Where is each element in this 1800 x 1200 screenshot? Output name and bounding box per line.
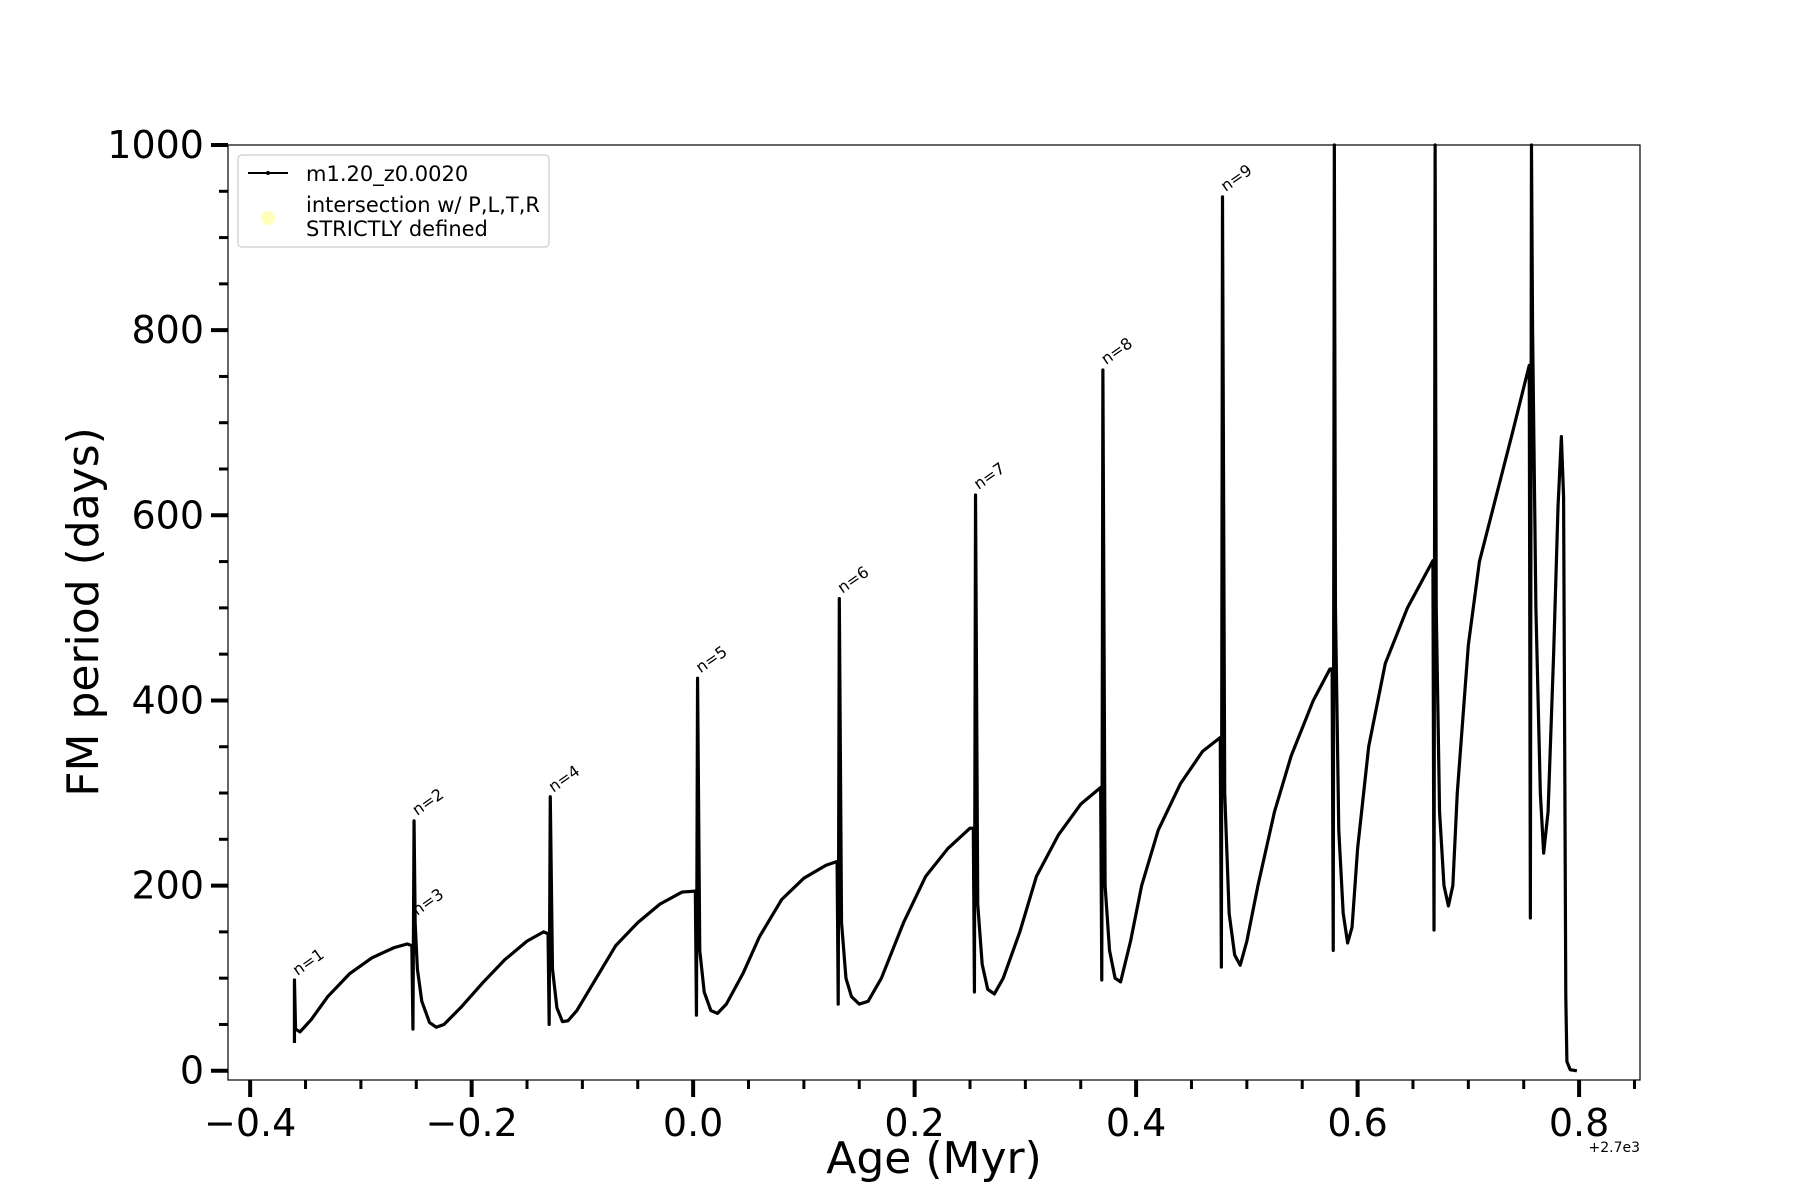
x-tick-label: 0.0 (663, 1101, 723, 1145)
x-tick-label: 0.8 (1549, 1101, 1609, 1145)
x-tick-label: −0.2 (425, 1101, 517, 1145)
pulse-annotation: n=1 (289, 945, 328, 980)
y-tick-label: 600 (131, 493, 204, 537)
pulse-annotation: n=6 (834, 562, 873, 597)
pulse-annotation: n=4 (545, 761, 584, 796)
plot-frame (227, 144, 1641, 1081)
pulse-annotation: n=8 (1097, 334, 1136, 369)
x-axis-label: Age (Myr) (826, 1133, 1042, 1184)
tick-labels: −0.4 −0.2 0.0 0.2 0.4 0.6 0.8 0 200 400 600 800 1000 (107, 123, 1609, 1145)
pulse-annotation: n=2 (409, 784, 448, 819)
y-tick-label: 400 (131, 678, 204, 722)
legend-line-swatch-dot (266, 171, 270, 175)
legend-label-intersection-line2: STRICTLY defined (306, 217, 488, 241)
y-tick-label: 1000 (107, 123, 204, 167)
legend-label-series: m1.20_z0.0020 (306, 162, 468, 187)
y-axis-label: FM period (days) (58, 427, 109, 797)
x-tick-label: 0.2 (884, 1101, 944, 1145)
minor-ticks (219, 143, 1636, 1089)
y-tick-label: 0 (180, 1049, 204, 1093)
series-line (292, 143, 1578, 1073)
legend: m1.20_z0.0020 intersection w/ P,L,T,R ST… (237, 154, 550, 248)
major-ticks (211, 143, 1582, 1097)
annotation-layer: n=1n=2n=3n=4n=5n=6n=7n=8n=9 (289, 160, 1256, 979)
pulse-annotation: n=5 (692, 642, 731, 677)
series-layer (292, 143, 1578, 1073)
legend-box (237, 154, 550, 248)
x-tick-label: −0.4 (204, 1101, 296, 1145)
y-tick-label: 800 (131, 308, 204, 352)
pulse-annotation: n=9 (1217, 160, 1256, 195)
legend-marker-intersection (261, 211, 275, 225)
x-offset-label: +2.7e3 (1588, 1140, 1640, 1156)
legend-label-intersection-line1: intersection w/ P,L,T,R (306, 193, 540, 217)
pulse-annotation: n=7 (970, 459, 1009, 494)
x-tick-label: 0.4 (1106, 1101, 1166, 1145)
y-tick-label: 200 (131, 864, 204, 908)
x-tick-label: 0.6 (1327, 1101, 1387, 1145)
